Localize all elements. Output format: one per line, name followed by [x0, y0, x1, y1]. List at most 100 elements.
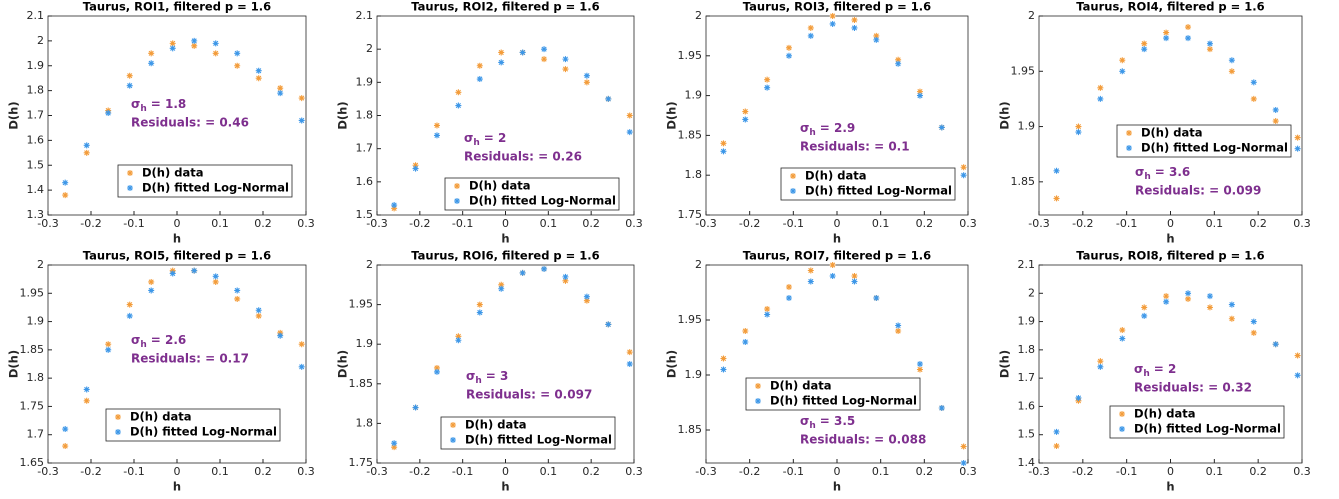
subplot: -0.3 -0.2 -0.1 0 0.1 0.2 0.3 1.5 1.6 1.7 1.8 1.9 2 2.…	[336, 0, 643, 246]
sigma-subscript: h	[140, 104, 146, 114]
chart-title: Taurus, ROI1, filtered p = 1.6	[83, 0, 271, 14]
sigma-symbol: σ	[1134, 362, 1143, 376]
legend-label: D(h) data	[1134, 407, 1196, 421]
point	[126, 312, 133, 319]
sigma-subscript: h	[473, 138, 479, 148]
point	[764, 76, 771, 83]
legend-label: D(h) fitted Log-Normal	[130, 425, 277, 439]
x-tick-label: 0	[502, 465, 509, 478]
legend-box	[444, 177, 620, 211]
point	[873, 32, 880, 39]
y-tick-label: 1.7	[356, 142, 374, 155]
y-axis-label: D(h)	[7, 350, 21, 378]
x-axis-label: h	[501, 480, 509, 494]
x-tick-label: -0.2	[409, 465, 430, 478]
legend-marker	[755, 383, 761, 389]
point	[916, 366, 923, 373]
point	[519, 269, 526, 276]
y-tick-label: 1.85	[1011, 175, 1036, 188]
point	[1206, 46, 1213, 53]
point	[1141, 304, 1148, 311]
point	[433, 364, 440, 371]
residuals-annotation: Residuals: = 0.1	[800, 140, 910, 154]
point	[498, 59, 505, 66]
point	[277, 85, 284, 92]
y-tick-label: 1.4	[27, 183, 45, 196]
point	[62, 192, 69, 199]
point	[212, 50, 219, 57]
legend-marker	[127, 170, 133, 176]
point	[83, 142, 90, 149]
sigma-annotation: σh = 3.6	[1135, 165, 1190, 182]
point	[742, 116, 749, 123]
point	[562, 66, 569, 73]
point	[785, 44, 792, 51]
x-tick-label: -0.1	[123, 217, 144, 230]
sigma-value: = 2	[1154, 362, 1177, 376]
point	[1206, 304, 1213, 311]
subplot: -0.3 -0.2 -0.1 0 0.1 0.2 0.3 1.3 1.4 1.5 1.6 1.7 1.8…	[7, 0, 315, 246]
x-axis-label: h	[833, 232, 841, 246]
point	[1141, 40, 1148, 47]
legend-box	[745, 377, 921, 411]
point	[829, 20, 836, 27]
point	[1185, 290, 1192, 297]
point	[191, 267, 198, 274]
point	[1272, 118, 1279, 125]
y-tick-label: 1.6	[1018, 399, 1036, 412]
point	[541, 265, 548, 272]
point	[212, 40, 219, 47]
y-axis-label: D(h)	[336, 101, 350, 129]
chart-title: Taurus, ROI7, filtered p = 1.6	[743, 249, 931, 263]
x-tick-label: 0.1	[1206, 465, 1224, 478]
point	[1294, 352, 1301, 359]
point	[583, 79, 590, 86]
x-tick-label: 0.1	[872, 465, 890, 478]
x-axis-label: h	[1166, 232, 1174, 246]
legend-label: D(h) fitted Log-Normal	[805, 184, 952, 198]
point	[126, 82, 133, 89]
y-tick-label: 1.95	[678, 313, 703, 326]
point	[1053, 195, 1060, 202]
point	[126, 301, 133, 308]
point	[498, 285, 505, 292]
x-tick-label: -0.2	[409, 217, 430, 230]
point	[541, 46, 548, 53]
point	[83, 149, 90, 156]
point	[764, 306, 771, 312]
point	[562, 273, 569, 280]
point	[519, 49, 526, 56]
sigma-value: = 1.8	[151, 97, 187, 111]
point	[626, 349, 633, 356]
y-tick-label: 1.8	[27, 371, 45, 384]
x-tick-label: 0.1	[540, 465, 558, 478]
x-tick-label: -0.1	[123, 465, 144, 478]
legend-label: D(h) fitted Log-Normal	[142, 181, 289, 195]
point	[851, 16, 858, 23]
point	[873, 36, 880, 43]
sigma-subscript: h	[1144, 172, 1150, 182]
point	[1163, 35, 1170, 42]
point	[1075, 394, 1082, 401]
point	[583, 72, 590, 79]
point	[960, 172, 967, 179]
legend-label: D(h) data	[1141, 126, 1203, 140]
point	[455, 333, 462, 340]
subplot: -0.3 -0.2 -0.1 0 0.1 0.2 0.3 1.75 1.8 1.85 1.9 1.95…	[665, 0, 977, 246]
x-tick-label: 0.2	[1249, 465, 1267, 478]
y-tick-label: 1.8	[356, 109, 374, 122]
y-axis-label: D(h)	[336, 350, 350, 378]
subplot: -0.3 -0.2 -0.1 0 0.1 0.2 0.3 1.85 1.9 1.95 2 Taurus…	[665, 249, 977, 494]
y-tick-label: 1.85	[678, 128, 703, 141]
point	[191, 42, 198, 49]
point	[455, 89, 462, 96]
legend-label: D(h) data	[142, 166, 204, 180]
point	[1141, 46, 1148, 53]
subplot: -0.3 -0.2 -0.1 0 0.1 0.2 0.3 1.4 1.5 1.6 1.7 1.8 1.9…	[998, 249, 1311, 494]
point	[1185, 295, 1192, 302]
y-tick-label: 1.95	[349, 298, 374, 311]
